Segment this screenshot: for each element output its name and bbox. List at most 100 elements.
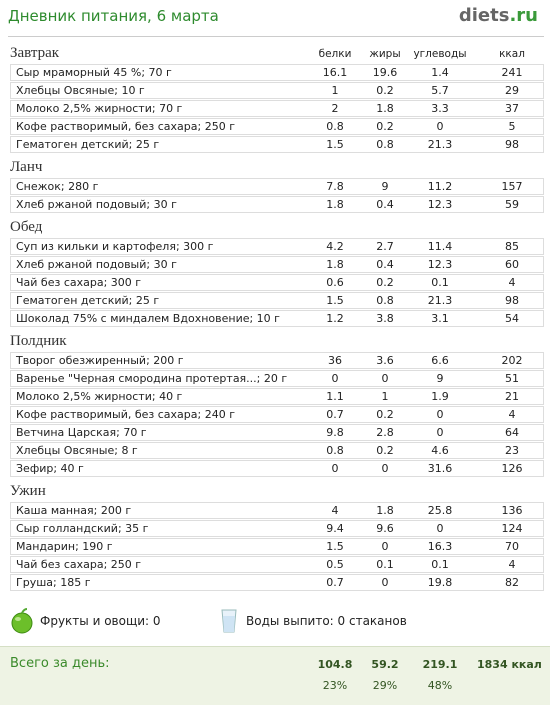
food-value: 59 [505, 198, 519, 212]
food-name: Творог обезжиренный; 200 г [16, 353, 184, 367]
food-value: 1.8 [376, 503, 394, 517]
glass-icon [221, 609, 237, 633]
food-value: 2.8 [376, 426, 394, 440]
row-bg [10, 310, 544, 328]
column-header: ккал [499, 48, 525, 60]
food-value: 2.7 [376, 239, 394, 253]
food-value: 3.1 [431, 312, 449, 326]
food-value: 51 [505, 371, 519, 385]
food-value: 0.4 [376, 198, 394, 212]
food-value: 0.1 [431, 558, 449, 572]
food-value: 0 [331, 462, 339, 476]
food-value: 3.6 [376, 353, 394, 367]
logo-suffix: .ru [509, 5, 538, 26]
food-value: 4 [508, 275, 516, 289]
total-percent: 23% [322, 679, 348, 692]
food-value: 60 [505, 257, 519, 271]
food-value: 54 [505, 312, 519, 326]
food-name: Мандарин; 190 г [16, 540, 113, 554]
food-value: 0.2 [376, 444, 394, 458]
row-bg [10, 100, 544, 118]
meal-title: Ужин [10, 482, 46, 499]
food-name: Суп из кильки и картофеля; 300 г [16, 239, 214, 253]
meal-title: Полдник [10, 332, 67, 349]
title: Дневник питания, 6 марта [8, 7, 219, 25]
water: Воды выпито: 0 стаканов [246, 614, 407, 628]
meal-title: Завтрак [10, 45, 60, 61]
food-value: 11.4 [427, 239, 453, 253]
food-value: 5.7 [431, 84, 449, 98]
food-value: 4.6 [431, 444, 449, 458]
food-name: Молоко 2,5% жирности; 70 г [16, 102, 183, 116]
food-value: 1 [381, 389, 389, 403]
food-value: 0.2 [376, 84, 394, 98]
food-name: Варенье "Черная смородина протертая...; … [16, 371, 288, 385]
row-bg [10, 237, 544, 255]
food-name: Снежок; 280 г [16, 180, 99, 193]
total-value: 104.8 [317, 658, 353, 671]
row-bg [10, 369, 544, 387]
row-bg [10, 178, 544, 195]
row-bg [10, 387, 544, 405]
food-value: 241 [501, 66, 523, 79]
column-header: белки [318, 48, 352, 60]
food-value: 9 [381, 180, 389, 193]
food-value: 1.4 [431, 66, 449, 79]
column-header: жиры [369, 48, 401, 60]
food-name: Ветчина Царская; 70 г [16, 426, 147, 440]
food-value: 11.2 [427, 180, 453, 193]
food-value: 157 [501, 180, 523, 193]
food-value: 98 [505, 138, 519, 152]
food-value: 0 [381, 371, 389, 385]
food-value: 12.3 [427, 257, 453, 271]
food-value: 0 [381, 576, 389, 590]
food-value: 3.8 [376, 312, 394, 326]
food-value: 36 [328, 353, 342, 367]
total-box [0, 646, 550, 705]
food-value: 1.5 [326, 540, 344, 554]
food-value: 136 [501, 503, 523, 517]
food-value: 29 [505, 84, 519, 98]
food-value: 4.2 [326, 239, 344, 253]
food-value: 19.6 [372, 66, 398, 79]
food-value: 6.6 [431, 353, 449, 367]
food-value: 9.6 [376, 522, 394, 535]
food-value: 1.1 [326, 389, 344, 403]
row-bg [10, 538, 544, 556]
row-bg [10, 82, 544, 100]
food-value: 9 [436, 371, 444, 385]
food-value: 1.5 [326, 138, 344, 152]
row-bg [10, 424, 544, 442]
row-bg [10, 501, 544, 519]
food-value: 1.2 [326, 312, 344, 326]
row-bg [10, 118, 544, 136]
divider [8, 36, 544, 37]
meal-title: Ланч [10, 159, 43, 175]
meal-title: Обед [10, 218, 43, 235]
food-value: 0.2 [376, 120, 394, 134]
food-value: 12.3 [427, 198, 453, 212]
food-value: 0.8 [376, 294, 394, 307]
food-value: 124 [501, 522, 523, 535]
food-value: 0.6 [326, 275, 344, 289]
food-value: 85 [505, 239, 519, 253]
food-value: 1.5 [326, 294, 344, 307]
food-value: 25.8 [427, 503, 453, 517]
food-value: 3.3 [431, 102, 449, 116]
food-value: 4 [331, 503, 339, 517]
row-bg [10, 406, 544, 423]
logo-text: diets [458, 5, 510, 26]
logo[interactable]: diets.ru [459, 5, 538, 26]
food-name: Хлеб ржаной подовый; 30 г [16, 198, 177, 212]
food-value: 70 [505, 540, 519, 554]
food-value: 5 [508, 120, 516, 134]
total-value: 219.1 [422, 658, 458, 671]
food-value: 0.8 [326, 444, 344, 458]
row-bg [10, 196, 544, 214]
food-name: Зефир; 40 г [16, 462, 84, 476]
food-name: Сыр мраморный 45 %; 70 г [16, 66, 172, 79]
food-value: 9.8 [326, 426, 344, 440]
food-name: Кофе растворимый, без сахара; 250 г [16, 120, 235, 134]
row-bg [10, 351, 544, 369]
